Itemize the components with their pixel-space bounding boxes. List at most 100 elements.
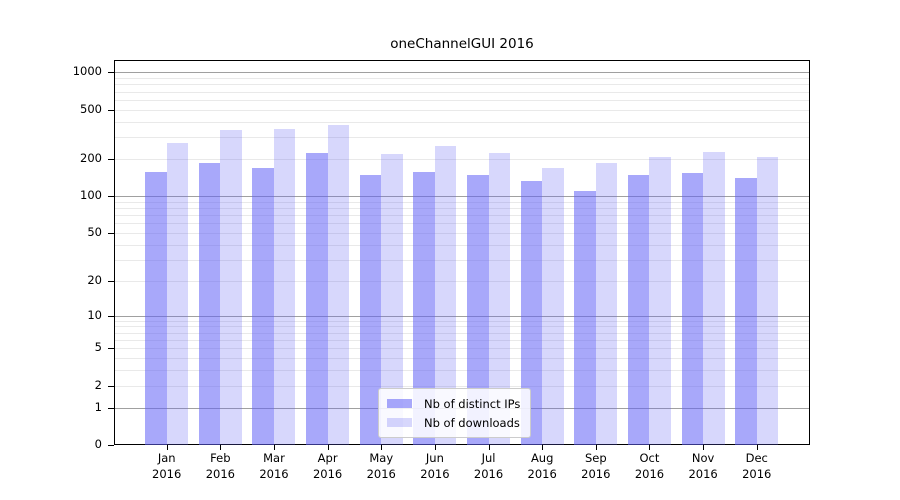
x-tick-mark-oct [649, 445, 651, 450]
gridline-minor-y6 [115, 340, 809, 342]
x-axis-label-sep: Sep 2016 [581, 451, 611, 481]
y-axis-tick-label-10: 10 [87, 307, 102, 322]
x-axis-label-mar: Mar 2016 [259, 451, 289, 481]
y-tick-mark-20 [108, 280, 114, 282]
y-tick-mark-5 [108, 348, 114, 350]
bar-distinct-ips-feb [198, 163, 221, 445]
gridline-minor-y5 [115, 348, 809, 350]
gridline-minor-y2 [115, 385, 809, 387]
legend: Nb of distinct IPs Nb of downloads [378, 388, 532, 438]
gridline-minor-y500 [115, 109, 809, 111]
bar-distinct-ips-jun [413, 172, 435, 445]
bar-downloads-jun [434, 145, 457, 445]
y-axis-tick-label-50: 50 [87, 224, 102, 239]
x-axis-label-oct: Oct 2016 [634, 451, 665, 481]
y-tick-mark-1000 [108, 72, 114, 74]
bar-downloads-oct [649, 156, 671, 445]
gridline-major-y10 [115, 315, 809, 317]
y-axis-tick-label-100: 100 [80, 188, 102, 203]
chart-title: oneChannelGUI 2016 [390, 36, 534, 52]
gridline-major-y100 [115, 196, 809, 198]
gridline-major-y1000 [115, 72, 809, 74]
legend-item-downloads: Nb of downloads [387, 413, 520, 432]
x-axis-label-may: May 2016 [366, 451, 396, 481]
x-tick-mark-mar [273, 445, 275, 450]
gridline-minor-y4 [115, 358, 809, 360]
gridline-minor-y9 [115, 320, 809, 322]
y-tick-mark-200 [108, 158, 114, 160]
x-axis-label-jun: Jun 2016 [420, 451, 450, 481]
bar-downloads-nov [703, 151, 725, 445]
x-tick-mark-feb [220, 445, 222, 450]
x-tick-mark-sep [595, 445, 597, 450]
gridline-minor-y300 [115, 137, 809, 139]
gridline-minor-y90 [115, 201, 809, 203]
gridline-minor-y30 [115, 259, 809, 261]
gridline-minor-y400 [115, 121, 809, 123]
gridline-minor-y20 [115, 280, 809, 282]
bar-downloads-sep [595, 162, 618, 445]
bar-distinct-ips-oct [627, 175, 650, 445]
bar-downloads-jan [166, 142, 189, 445]
gridline-minor-y70 [115, 215, 809, 217]
y-tick-mark-2 [108, 385, 114, 387]
bar-downloads-apr [327, 125, 350, 445]
bar-downloads-dec [756, 156, 779, 445]
bar-distinct-ips-jul [467, 175, 489, 445]
x-axis-label-jan: Jan 2016 [152, 451, 182, 481]
x-axis-label-aug: Aug 2016 [527, 451, 557, 481]
gridline-minor-y600 [115, 99, 809, 101]
x-tick-mark-aug [542, 445, 544, 450]
bar-distinct-ips-sep [574, 190, 596, 445]
gridline-minor-y40 [115, 244, 809, 246]
bar-distinct-ips-nov [681, 173, 704, 445]
bar-distinct-ips-may [359, 175, 382, 445]
y-tick-mark-10 [108, 315, 114, 317]
x-tick-mark-jan [166, 445, 168, 450]
x-axis-label-dec: Dec 2016 [742, 451, 772, 481]
x-axis-label-nov: Nov 2016 [688, 451, 718, 481]
x-tick-mark-nov [703, 445, 705, 450]
legend-item-distinct-ips: Nb of distinct IPs [387, 394, 520, 413]
gridline-minor-y7 [115, 332, 809, 334]
x-tick-mark-dec [756, 445, 758, 450]
gridline-minor-y60 [115, 223, 809, 225]
x-tick-mark-apr [327, 445, 329, 450]
x-tick-mark-jul [488, 445, 490, 450]
y-axis-tick-label-0: 0 [94, 437, 102, 451]
y-tick-mark-50 [108, 232, 114, 234]
bar-distinct-ips-aug [520, 180, 543, 445]
y-axis-tick-label-200: 200 [80, 150, 102, 165]
x-tick-mark-may [381, 445, 383, 450]
y-axis-tick-label-1000: 1000 [72, 64, 102, 79]
gridline-minor-y200 [115, 158, 809, 160]
legend-swatch-downloads-icon [387, 418, 412, 427]
gridline-minor-y800 [115, 84, 809, 86]
y-tick-mark-100 [108, 196, 114, 198]
gridline-minor-y50 [115, 232, 809, 234]
bar-distinct-ips-dec [735, 178, 757, 445]
bar-distinct-ips-jan [145, 171, 167, 445]
x-tick-mark-jun [434, 445, 436, 450]
y-axis-tick-label-2: 2 [94, 377, 102, 392]
legend-label-downloads: Nb of downloads [424, 415, 520, 430]
gridline-minor-y3 [115, 370, 809, 372]
legend-label-distinct-ips: Nb of distinct IPs [424, 396, 521, 411]
bar-downloads-aug [542, 168, 564, 445]
y-axis-tick-label-500: 500 [80, 101, 102, 116]
gridline-minor-y700 [115, 91, 809, 93]
y-tick-mark-0 [108, 445, 114, 446]
gridline-minor-y900 [115, 78, 809, 80]
bar-downloads-mar [273, 129, 296, 445]
bar-downloads-may [381, 154, 403, 445]
gridline-minor-y80 [115, 207, 809, 209]
x-axis-label-apr: Apr 2016 [312, 451, 343, 481]
y-axis-tick-label-5: 5 [94, 340, 102, 355]
bar-distinct-ips-apr [306, 152, 328, 445]
bar-distinct-ips-mar [252, 168, 274, 445]
y-axis-tick-label-1: 1 [94, 399, 102, 414]
y-tick-mark-1 [108, 407, 114, 409]
bar-downloads-jul [488, 152, 511, 445]
x-axis-label-jul: Jul 2016 [473, 451, 504, 481]
